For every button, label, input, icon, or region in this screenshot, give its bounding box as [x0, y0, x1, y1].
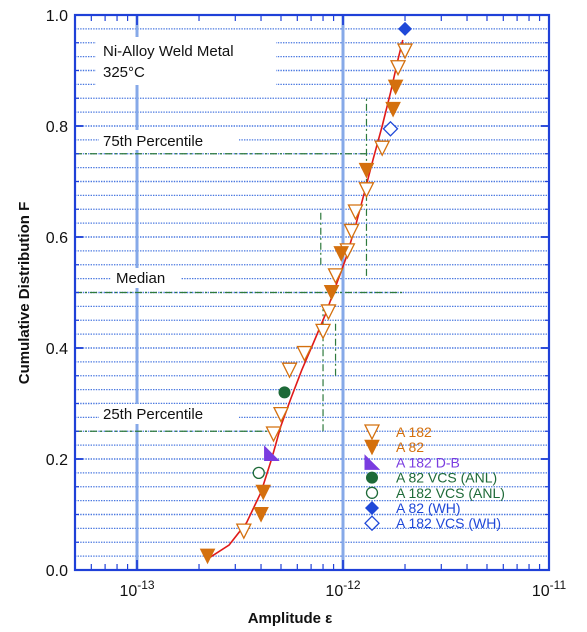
x-tick-label: 10-11	[532, 578, 567, 600]
marker-layer	[199, 21, 414, 565]
triangle-down-filled-marker	[358, 162, 375, 179]
y-tick-label: 0.4	[46, 341, 68, 358]
circle-filled-marker	[278, 386, 291, 399]
triangle-down-open-marker	[347, 204, 364, 221]
circle-open-marker	[365, 486, 379, 499]
y-tick-label: 0.8	[46, 119, 68, 136]
triangle-down-filled-marker	[255, 484, 272, 501]
percentile-labels: 75th Percentile Median 25th Percentile	[99, 130, 239, 424]
temperature-annotation: 325°C	[103, 64, 145, 81]
triangle-down-open-marker	[396, 43, 414, 60]
axis-layer: 0.0 0.2 0.4 0.6 0.8 1.0 10-13 10-12 10-11	[46, 8, 567, 600]
diamond-open-marker	[382, 120, 399, 137]
legend-label: A 182 VCS (ANL)	[396, 485, 505, 501]
legend-label: A 82 VCS (ANL)	[396, 470, 497, 486]
p75-label: 75th Percentile	[103, 133, 203, 150]
material-annotation: Ni-Alloy Weld Metal	[103, 43, 234, 60]
legend-label: A 182	[396, 424, 432, 440]
triangle-down-filled-marker	[385, 101, 401, 118]
annotation-box: Ni-Alloy Weld Metal 325°C	[96, 37, 276, 85]
circle-filled-marker	[366, 471, 378, 484]
y-axis-title: Cumulative Distribution F	[16, 202, 33, 385]
triangle-down-open-marker	[343, 223, 360, 240]
diamond-open-marker	[364, 515, 380, 532]
triangle-down-open-marker	[374, 140, 391, 157]
y-tick-label: 0.2	[46, 452, 68, 469]
triangle-down-filled-marker	[253, 507, 269, 523]
triangle-down-open-marker	[320, 304, 337, 321]
triangle-down-open-marker	[281, 362, 298, 379]
triangle-right-filled-marker	[264, 445, 280, 461]
triangle-down-open-marker	[314, 323, 332, 340]
legend-label: A 82 (WH)	[396, 500, 461, 516]
legend-label: A 182 VCS (WH)	[396, 515, 501, 531]
y-tick-label: 0.6	[46, 230, 68, 247]
triangle-down-filled-marker	[323, 285, 340, 301]
percentile-layer	[75, 98, 406, 432]
triangle-down-open-marker	[363, 424, 381, 441]
y-tick-label: 0.0	[46, 563, 68, 580]
triangle-down-open-marker	[389, 60, 407, 77]
circle-open-marker	[252, 466, 265, 480]
legend-label: A 82	[396, 439, 424, 455]
x-axis-title: Amplitude ε	[248, 610, 333, 627]
p25-label: 25th Percentile	[103, 406, 203, 423]
x-tick-label: 10-12	[325, 578, 360, 600]
triangle-right-filled-marker	[364, 454, 381, 470]
triangle-down-filled-marker	[199, 548, 216, 565]
triangle-down-open-marker	[358, 182, 375, 199]
triangle-down-open-marker	[235, 523, 252, 540]
x-tick-label: 10-13	[119, 578, 154, 600]
triangle-down-filled-marker	[387, 79, 404, 96]
diamond-filled-marker	[398, 21, 413, 36]
median-label: Median	[116, 270, 165, 287]
triangle-down-filled-marker	[364, 439, 380, 456]
legend-label: A 182 D-B	[396, 454, 460, 470]
triangle-down-open-marker	[327, 268, 344, 285]
diamond-filled-marker	[365, 501, 379, 515]
triangle-down-open-marker	[265, 426, 282, 443]
y-tick-label: 1.0	[46, 8, 68, 25]
triangle-down-filled-marker	[333, 246, 350, 262]
triangle-down-open-marker	[296, 345, 313, 363]
triangle-down-open-marker	[272, 406, 290, 424]
